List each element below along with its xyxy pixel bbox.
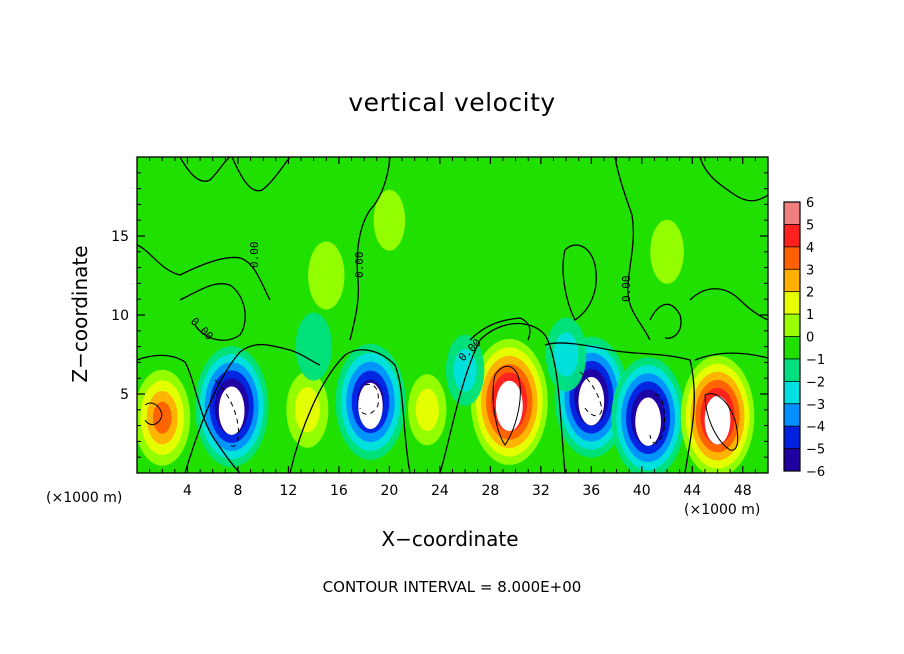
colorbar-label: −1 [806,353,825,368]
contour-zero-line [231,157,291,192]
contour-zero-line [439,322,566,473]
colorbar-swatch [784,403,800,427]
contour-zero-line [184,343,321,473]
heatmap-cell [650,219,684,284]
colorbar-swatch [784,202,800,225]
contour-zero-line [649,303,682,339]
heatmap-cell [408,374,447,446]
heatmap-cell [137,369,191,466]
contour-dashed [649,394,665,444]
colorbar-label: 5 [806,218,814,233]
heatmap-cell [611,357,685,473]
x-tick-label: 4 [183,483,192,499]
colorbar-swatch [784,448,800,472]
colorbar-swatch [784,246,800,270]
x-tick-label: 28 [481,483,499,499]
x-tick-label: 48 [734,483,752,499]
contour-inner [492,365,521,446]
colorbar-label: −5 [806,443,825,458]
colorbar-label: −6 [806,465,825,480]
x-tick-label: 12 [280,483,298,499]
contour-label: 0.00 [248,242,261,269]
contour-zero-line [179,157,231,182]
y-tick-label: 5 [120,387,129,403]
contour-label: 0.00 [353,252,366,279]
x-axis: 4 8 12 16 20 24 28 32 36 40 44 48 [149,157,756,499]
y-axis: 5 10 15 [111,172,768,458]
colorbar-swatch [784,291,800,315]
contour-zero-line [137,244,271,301]
contour-inner [704,393,739,451]
colorbar-label: 3 [806,263,814,278]
contour-zero-line [562,244,597,321]
colorbar-label: 4 [806,241,814,256]
contour-label: 0.00 [620,276,633,303]
y-tick-label: 10 [111,308,129,324]
colorbar-label: 0 [806,331,814,346]
colorbar-label: −2 [806,375,825,390]
contour-dashed [214,379,239,447]
colorbar-label: −3 [806,398,825,413]
colorbar: 6 5 4 3 2 1 0 −1 −2 −3 −4 −5 −6 [783,196,825,480]
contour-zero-line [614,157,651,341]
contour-zero-line [469,317,531,341]
contour-zero-line [699,157,768,202]
x-tick-label: 40 [633,483,651,499]
contour-inner [144,402,163,426]
contour-zero-line [689,288,768,321]
colorbar-swatch [784,358,800,382]
colorbar-label: 2 [806,286,814,301]
heatmap-cell [335,343,406,460]
heatmap-cell [194,346,269,468]
x-tick-label: 24 [431,483,449,499]
y-tick-label: 15 [111,229,129,245]
heatmap-cell [295,312,332,381]
x-tick-label: 36 [582,483,600,499]
contour-zero-line [694,352,768,361]
contour-dashed [359,383,379,415]
colorbar-label: 6 [806,196,814,211]
heatmap-cell [680,355,755,473]
colorbar-label: 1 [806,308,814,323]
contour-dashed [579,371,603,417]
x-tick-label: 8 [233,483,242,499]
colorbar-swatch [784,314,800,337]
heatmap-cell [373,189,406,251]
colorbar-swatch [784,336,800,360]
x-tick-label: 32 [532,483,550,499]
contour-zero-line [544,342,695,473]
colorbar-swatch [784,381,800,405]
heatmap-cell [470,338,548,465]
x-unit-label-right: (×1000 m) [684,502,761,518]
contour-zero-line [137,354,241,473]
contour-lines [137,157,768,473]
colorbar-swatch [784,269,800,293]
x-tick-label: 16 [330,483,348,499]
contour-interval-note: CONTOUR INTERVAL = 8.000E+00 [322,578,582,596]
colorbar-swatch [784,426,800,450]
x-unit-label-left: (×1000 m) [46,490,123,506]
heatmap-cell [286,371,329,448]
x-tick-label: 44 [683,483,701,499]
heatmap-cell [308,241,345,310]
contour-zero-line [349,157,391,341]
x-axis-label: X−coordinate [381,527,519,551]
y-axis-label: Z−coordinate [68,245,92,383]
contour-zero-line [179,283,246,341]
colorbar-label: −4 [806,420,825,435]
colorbar-swatch [784,224,800,248]
contour-zero-line [289,349,411,473]
chart-title: vertical velocity [348,88,556,117]
x-tick-label: 20 [380,483,398,499]
